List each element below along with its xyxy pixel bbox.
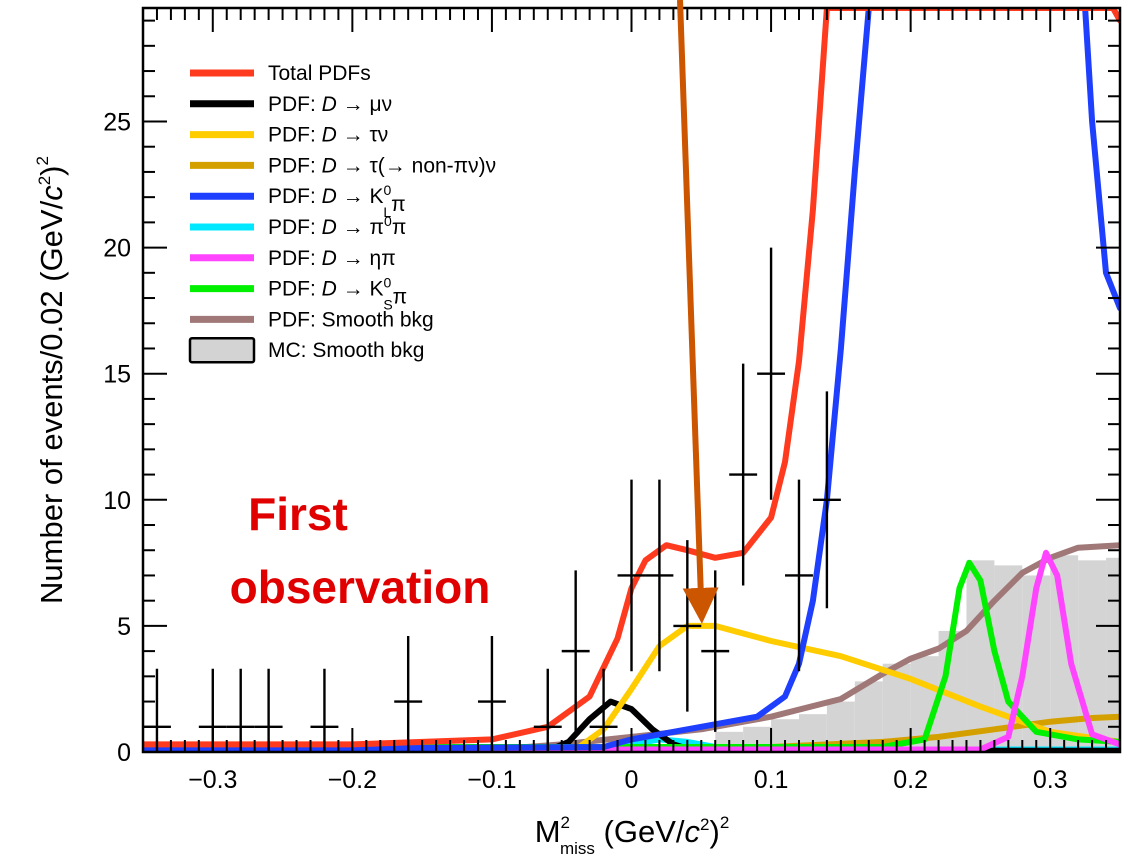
legend-label: PDF: D → ηπ [268, 247, 396, 270]
annotation-line-1: First [248, 488, 348, 540]
legend: Total PDFs PDF: D → μν PDF: D → τν PDF: D →… [188, 62, 496, 364]
y-axis-title: Number of events/0.02 (GeV/c2)2 [33, 156, 69, 604]
data-point [812, 391, 841, 609]
mc-bin [1106, 557, 1120, 752]
data-point [143, 668, 171, 752]
legend-item: PDF: D → τ(→ non-πν)ν [190, 154, 496, 177]
data-point [645, 479, 674, 672]
x-tick-label: 0.2 [893, 766, 928, 794]
series-line [143, 559, 1120, 750]
data-point [673, 540, 702, 712]
data-point [729, 363, 758, 586]
x-tick-label: 0.1 [754, 766, 789, 794]
data-point [589, 668, 618, 752]
x-tick-label: −0.2 [328, 766, 377, 794]
data-point [310, 668, 339, 752]
legend-item: PDF: Smooth bkg [190, 308, 434, 331]
annotation-line-2: observation [230, 561, 491, 613]
legend-label: PDF: D → K0 Sπ [268, 275, 407, 313]
y-tick-label: 15 [103, 361, 131, 389]
axis-titles: M2 miss (GeV/c2)2 Number of events/0.02 (G… [33, 156, 729, 856]
legend-item: PDF: D → μν [190, 93, 392, 116]
series-line [143, 542, 1120, 752]
x-tick-label: 0 [625, 766, 639, 794]
legend-item: PDF: D → ηπ [190, 247, 396, 270]
mc-bin [1078, 560, 1107, 752]
legend-label: PDF: D → K0 Lπ [268, 182, 406, 220]
annotation-arrow [677, 0, 719, 624]
data-point [226, 668, 255, 752]
legend-item: PDF: D → K0 Lπ [190, 182, 406, 220]
x-tick-label: −0.3 [188, 766, 237, 794]
y-tick-label: 20 [103, 235, 131, 263]
legend-label: PDF: Smooth bkg [268, 308, 434, 331]
y-tick-label: 10 [103, 487, 131, 515]
plot-frame: −0.3 −0.2 −0.1 0 0.1 0.2 0.3 0 5 10 15 20 25 [103, 6, 1122, 794]
legend-item: MC: Smooth bkg [188, 336, 424, 364]
legend-item: Total PDFs [190, 62, 371, 85]
y-tick-label: 0 [117, 739, 131, 767]
x-tick-label: 0.3 [1033, 766, 1068, 794]
legend-label: PDF: D → τν [268, 124, 388, 147]
legend-item: PDF: D → τν [190, 124, 388, 147]
legend-label: PDF: D → π0π [268, 213, 406, 239]
y-tick-label: 25 [103, 108, 131, 136]
x-tick-label: −0.1 [467, 766, 516, 794]
series-line [143, 8, 1120, 752]
data-point [394, 635, 423, 752]
data-point [533, 668, 562, 752]
legend-item: PDF: D → π0π [190, 213, 406, 239]
legend-label: PDF: D → μν [268, 93, 392, 116]
legend-label: PDF: D → τ(→ non-πν)ν [268, 154, 496, 177]
x-axis-title: M2 miss (GeV/c2)2 [535, 813, 730, 856]
data-point [757, 247, 786, 500]
data-point [701, 570, 730, 732]
data-point [561, 570, 590, 732]
legend-label: Total PDFs [268, 62, 371, 85]
data-point [617, 479, 646, 672]
data-point [785, 479, 813, 672]
legend-swatch [188, 336, 256, 364]
data-point [254, 668, 283, 752]
legend-item: PDF: D → K0 Sπ [190, 275, 407, 313]
legend-label: MC: Smooth bkg [268, 339, 424, 362]
annotation: First observation [230, 0, 719, 624]
y-tick-label: 5 [117, 613, 131, 641]
